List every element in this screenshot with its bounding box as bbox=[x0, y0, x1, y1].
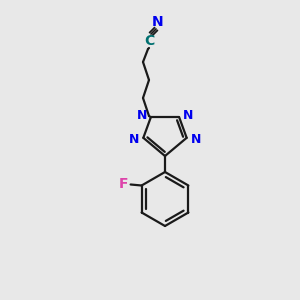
Text: N: N bbox=[190, 133, 201, 146]
Text: F: F bbox=[119, 178, 128, 191]
Text: N: N bbox=[129, 133, 140, 146]
Text: N: N bbox=[152, 15, 164, 29]
Text: C: C bbox=[144, 34, 154, 48]
Text: N: N bbox=[183, 109, 193, 122]
Text: N: N bbox=[137, 109, 147, 122]
